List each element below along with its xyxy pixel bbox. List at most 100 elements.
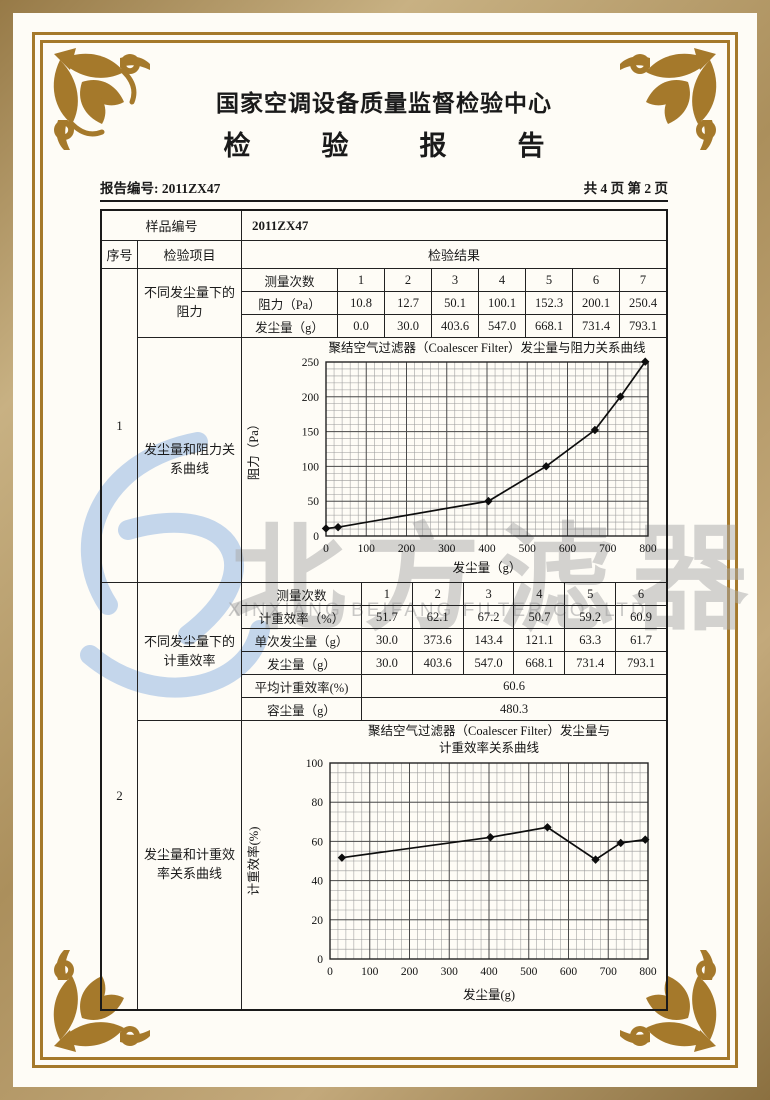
summary-value: 480.3: [499, 701, 529, 716]
table-row: 测量次数 1 2 3 4 5 6 7: [242, 269, 666, 292]
svg-text:500: 500: [520, 966, 538, 978]
svg-text:计重效率关系曲线: 计重效率关系曲线: [439, 740, 540, 755]
section2-item-data-label: 不同发尘量下的计重效率: [138, 583, 241, 721]
report-meta-line: 报告编号: 2011ZX47 共 4 页 第 2 页: [100, 177, 668, 202]
corner-ornament-icon: [53, 48, 150, 150]
svg-text:聚结空气过滤器（Coalescer Filter）发尘量与: 聚结空气过滤器（Coalescer Filter）发尘量与: [368, 723, 610, 738]
table-cell: 373.6: [413, 629, 464, 651]
row-label: 测量次数: [242, 583, 362, 605]
svg-text:0: 0: [313, 531, 319, 543]
section2-item-chart-label: 发尘量和计重效率关系曲线: [144, 847, 236, 881]
svg-text:阻力（Pa）: 阻力（Pa）: [247, 418, 261, 481]
table-cell: 12.7: [385, 292, 432, 314]
svg-text:60: 60: [312, 836, 324, 848]
svg-text:200: 200: [398, 543, 416, 555]
table-cell: 668.1: [526, 315, 573, 337]
table-cell: 30.0: [362, 629, 413, 651]
table-cell: 50.1: [432, 292, 479, 314]
svg-text:300: 300: [441, 966, 459, 978]
section-resistance: 1 不同发尘量下的阻力 发尘量和阻力关系曲线 测量次数 1 2 3 4 5 6 7 阻力（Pa）…: [102, 269, 666, 583]
table-cell: 2: [385, 269, 432, 291]
document-content: 国家空调设备质量监督检验中心 检 验 报 告 报告编号: 2011ZX47 共 …: [100, 84, 668, 1011]
row-label: 测量次数: [242, 269, 338, 291]
svg-text:400: 400: [480, 966, 498, 978]
table-cell: 63.3: [565, 629, 617, 651]
svg-text:20: 20: [312, 915, 324, 927]
section1-results: 测量次数 1 2 3 4 5 6 7 阻力（Pa） 10.8 12.7 50.1 100.1 152.3 2…: [242, 269, 666, 582]
summary-row: 容尘量（g） 480.3: [242, 698, 666, 721]
svg-text:800: 800: [639, 543, 657, 555]
section1-item-chart-label: 发尘量和阻力关系曲线: [144, 442, 236, 476]
table-cell: 6: [573, 269, 620, 291]
svg-text:50: 50: [308, 496, 320, 508]
svg-text:计重效率(%): 计重效率(%): [246, 827, 261, 896]
section2-results: 测量次数 1 2 3 4 5 6 计重效率（%） 51.7 62.1 67.2 50.7 59.2 60.…: [242, 583, 666, 1009]
table-cell: 731.4: [573, 315, 620, 337]
corner-ornament-icon: [53, 950, 150, 1052]
table-cell: 59.2: [565, 606, 617, 628]
col-header-serial: 序号: [102, 241, 138, 268]
section1-item-data-label: 不同发尘量下的阻力: [138, 269, 241, 338]
doc-title: 检 验 报 告: [223, 131, 567, 161]
table-cell: 3: [464, 583, 515, 605]
resistance-chart-cell: 0 100 200 300 400 500 600 700 800 0 50 100 150 200 250…: [242, 338, 666, 582]
row-label: 计重效率（%）: [242, 606, 362, 628]
table-cell: 61.7: [630, 632, 652, 647]
sample-number-row: 样品编号 2011ZX47: [102, 211, 666, 241]
table-cell: 30.0: [385, 315, 432, 337]
sample-number-value: 2011ZX47: [252, 217, 309, 233]
table-cell: 60.9: [630, 609, 652, 624]
table-cell: 793.1: [626, 655, 656, 670]
svg-text:100: 100: [302, 461, 320, 473]
svg-text:100: 100: [361, 966, 379, 978]
table-cell: 731.4: [565, 652, 617, 674]
svg-text:0: 0: [327, 966, 333, 978]
svg-text:700: 700: [600, 966, 618, 978]
table-cell: 7: [639, 272, 647, 287]
table-cell: 30.0: [362, 652, 413, 674]
table-row: 发尘量（g） 30.0 403.6 547.0 668.1 731.4 793.1: [242, 652, 666, 675]
table-row: 计重效率（%） 51.7 62.1 67.2 50.7 59.2 60.9: [242, 606, 666, 629]
table-cell: 100.1: [479, 292, 526, 314]
section2-items: 不同发尘量下的计重效率 发尘量和计重效率关系曲线: [138, 583, 242, 1009]
table-cell: 403.6: [413, 652, 464, 674]
svg-text:700: 700: [599, 543, 617, 555]
table-row: 测量次数 1 2 3 4 5 6: [242, 583, 666, 606]
table-cell: 4: [514, 583, 566, 605]
table-cell: 10.8: [338, 292, 385, 314]
table-cell: 51.7: [362, 606, 413, 628]
table-cell: 67.2: [464, 606, 515, 628]
table-cell: 143.4: [464, 629, 515, 651]
table-cell: 200.1: [573, 292, 620, 314]
table-cell: 50.7: [514, 606, 566, 628]
section1-items: 不同发尘量下的阻力 发尘量和阻力关系曲线: [138, 269, 242, 582]
table-cell: 668.1: [514, 652, 566, 674]
table-row: 发尘量（g） 0.0 30.0 403.6 547.0 668.1 731.4 793.1: [242, 315, 666, 338]
row-label: 发尘量（g）: [242, 652, 362, 674]
svg-text:600: 600: [559, 543, 577, 555]
row-label: 阻力（Pa）: [242, 292, 338, 314]
efficiency-chart-cell: 0 100 200 300 400 500 600 700 800 0 20 40 60 80 100 聚结空…: [242, 721, 666, 1009]
svg-text:0: 0: [317, 954, 323, 966]
table-cell: 152.3: [526, 292, 573, 314]
summary-value: 60.6: [503, 678, 525, 693]
section2-serial: 2: [102, 583, 138, 1009]
table-cell: 1: [362, 583, 413, 605]
table-cell: 5: [565, 583, 617, 605]
efficiency-chart: 0 100 200 300 400 500 600 700 800 0 20 40 60 80 100 聚结空…: [246, 723, 657, 1002]
column-header-row: 序号 检验项目 检验结果: [102, 241, 666, 269]
table-cell: 1: [338, 269, 385, 291]
row-label: 发尘量（g）: [242, 315, 338, 337]
table-cell: 4: [479, 269, 526, 291]
row-label: 容尘量（g）: [242, 698, 362, 720]
table-cell: 5: [526, 269, 573, 291]
svg-text:800: 800: [639, 966, 657, 978]
table-cell: 250.4: [628, 295, 658, 310]
table-cell: 403.6: [432, 315, 479, 337]
table-cell: 62.1: [413, 606, 464, 628]
col-header-result: 检验结果: [427, 248, 480, 263]
svg-text:200: 200: [401, 966, 419, 978]
section1-serial: 1: [102, 269, 138, 582]
svg-text:500: 500: [519, 543, 537, 555]
